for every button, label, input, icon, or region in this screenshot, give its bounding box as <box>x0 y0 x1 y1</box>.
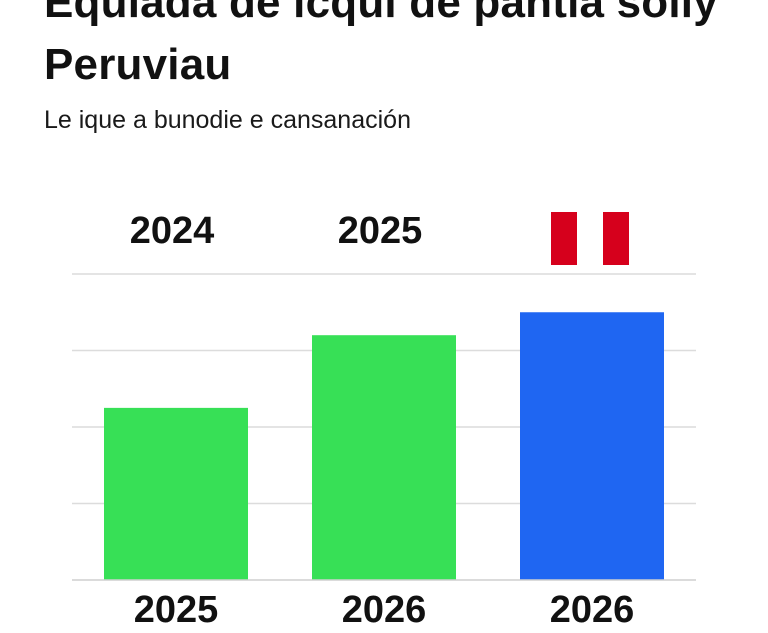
top-label-2024: 2024 <box>129 210 215 252</box>
flag-stripe-middle <box>577 212 603 265</box>
chart-subtitle: Le ique a bunodie e cansanación <box>44 106 411 134</box>
bar-2 <box>520 312 664 580</box>
peru-flag-icon <box>551 212 629 265</box>
x-tick-label: 2026 <box>550 589 635 631</box>
chart-title: Equiada de icqui de pantia solly Peruvia… <box>44 0 718 89</box>
x-tick-label: 2025 <box>134 589 219 631</box>
flag-stripe-left <box>551 212 577 265</box>
x-tick-label: 2026 <box>342 589 427 631</box>
flag-stripe-right <box>603 212 629 265</box>
bar-0 <box>104 407 248 580</box>
top-label-2025: 2025 <box>337 210 423 252</box>
bar-1 <box>312 335 456 580</box>
